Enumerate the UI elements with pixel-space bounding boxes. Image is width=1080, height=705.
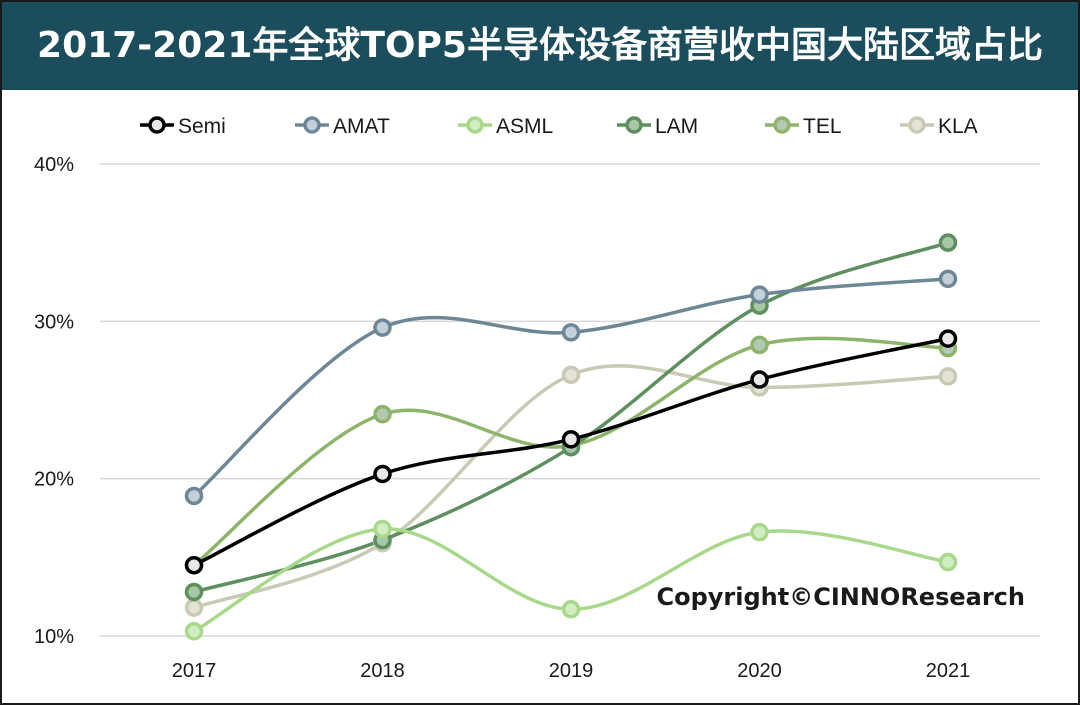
x-tick-label: 2019 [549,660,594,682]
data-point-semi [561,430,581,449]
x-tick-label: 2021 [926,660,971,682]
data-point-kla [561,365,581,385]
legend-marker-lam [625,116,643,134]
y-tick-label: 10% [34,626,74,648]
data-point-semi [750,370,769,389]
data-point-lam [938,233,958,252]
data-point-semi [938,329,958,348]
data-point-tel [750,335,769,355]
data-point-asml [561,600,581,619]
data-point-amat [373,318,392,337]
y-tick-label: 30% [34,311,74,333]
copyright-annotation: Copyright©CINNOResearch [656,583,1025,611]
gridlines [100,163,1040,637]
series-points [184,233,958,641]
legend-label-semi: Semi [178,115,226,138]
y-axis-ticks: 10% 20% 30% 40% [34,154,74,648]
data-point-asml [750,522,769,542]
data-point-asml [373,519,392,539]
y-tick-label: 20% [34,469,74,491]
data-point-amat [184,486,204,506]
series-line-amat [192,277,950,498]
legend-label-amat: AMAT [333,115,390,138]
legend-marker-kla [908,116,926,134]
data-point-asml [938,552,958,572]
data-point-semi [373,464,392,484]
x-axis-ticks: 2017 2018 2019 2020 2021 [172,660,971,682]
title-bar: 2017-2021年全球TOP5半导体设备商营收中国大陆区域占比 [2,2,1078,90]
legend-marker-tel [773,116,791,134]
data-point-amat [561,323,581,342]
x-tick-label: 2017 [172,660,217,682]
series-line-kla [192,364,950,610]
legend-marker-semi [148,116,166,134]
legend-label-kla: KLA [938,115,978,138]
y-tick-label: 40% [34,154,74,176]
legend-marker-amat [303,116,321,134]
data-point-kla [938,367,958,386]
data-point-kla [184,598,204,617]
legend-marker-asml [466,116,484,134]
series-line-lam [192,240,950,594]
data-point-lam [184,582,204,602]
x-tick-label: 2020 [737,660,782,682]
data-point-semi [184,555,204,575]
legend-label-lam: LAM [655,115,698,138]
data-point-amat [938,269,958,289]
data-point-asml [184,622,204,641]
x-tick-label: 2018 [360,660,405,682]
legend-label-asml: ASML [496,115,553,138]
legend: Semi AMAT ASML LAM TEL KLA [140,115,978,138]
data-point-tel [373,404,392,424]
legend-label-tel: TEL [803,115,842,138]
chart-title: 2017-2021年全球TOP5半导体设备商营收中国大陆区域占比 [37,25,1043,66]
data-point-amat [750,285,769,304]
